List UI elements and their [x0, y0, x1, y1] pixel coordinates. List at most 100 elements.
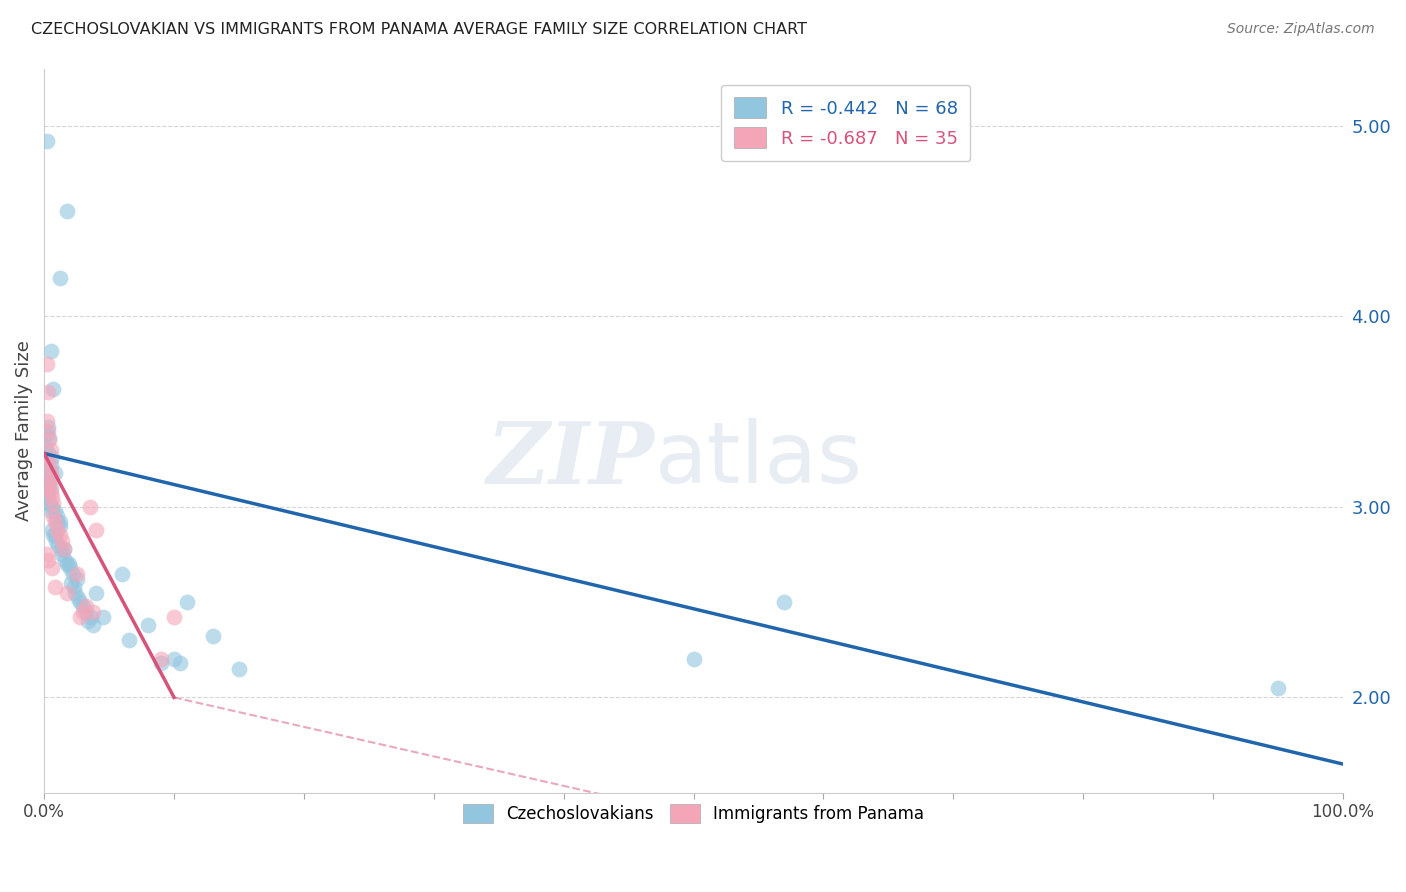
Point [35, 134, 58, 148]
Point [39, 484, 62, 499]
Point [35, 548, 58, 562]
Point [34, 490, 56, 504]
Point [37, 452, 59, 467]
Point [69, 610, 91, 624]
Point [37, 446, 59, 460]
Point [35, 481, 58, 495]
Point [66, 591, 89, 606]
Point [38, 466, 60, 480]
Point [48, 515, 70, 529]
Point [72, 605, 94, 619]
Point [56, 557, 79, 571]
Point [56, 585, 79, 599]
Point [65, 585, 87, 599]
Point [37, 424, 59, 438]
Text: atlas: atlas [655, 418, 862, 501]
Point [111, 566, 134, 581]
Point [37, 490, 59, 504]
Point [46, 509, 69, 524]
Text: CZECHOSLOVAKIAN VS IMMIGRANTS FROM PANAMA AVERAGE FAMILY SIZE CORRELATION CHART: CZECHOSLOVAKIAN VS IMMIGRANTS FROM PANAM… [31, 22, 807, 37]
Point [75, 605, 97, 619]
Point [35, 357, 58, 371]
Point [46, 523, 69, 537]
Point [84, 523, 107, 537]
Point [45, 534, 67, 549]
Point [39, 466, 62, 480]
Point [34, 484, 56, 499]
Point [51, 534, 73, 549]
Point [52, 541, 75, 556]
Point [38, 433, 60, 447]
Point [44, 503, 66, 517]
Point [39, 343, 62, 358]
Point [35, 427, 58, 442]
Point [136, 618, 159, 632]
Point [39, 442, 62, 457]
Point [44, 528, 66, 542]
Point [69, 595, 91, 609]
Point [82, 618, 104, 632]
Point [38, 477, 60, 491]
Point [37, 385, 59, 400]
Point [1267, 681, 1289, 695]
Point [48, 528, 70, 542]
Point [117, 633, 139, 648]
Point [77, 614, 100, 628]
Point [228, 662, 250, 676]
Point [82, 605, 104, 619]
Point [169, 656, 191, 670]
Point [48, 538, 70, 552]
Point [49, 541, 72, 556]
Point [42, 528, 65, 542]
Point [91, 610, 114, 624]
Point [41, 500, 63, 514]
Point [176, 595, 198, 609]
Point [42, 382, 65, 396]
Point [201, 629, 224, 643]
Point [44, 515, 66, 529]
Point [44, 580, 66, 594]
Point [163, 652, 186, 666]
Point [79, 500, 101, 514]
Point [42, 509, 65, 524]
Point [150, 652, 173, 666]
Point [39, 481, 62, 495]
Legend: Czechoslovakians, Immigrants from Panama: Czechoslovakians, Immigrants from Panama [451, 792, 936, 835]
Text: Source: ZipAtlas.com: Source: ZipAtlas.com [1227, 22, 1375, 37]
Point [42, 496, 65, 510]
Point [41, 450, 63, 465]
Point [34, 439, 56, 453]
Point [56, 204, 79, 219]
Point [39, 458, 62, 472]
Point [35, 414, 58, 428]
Point [37, 553, 59, 567]
Point [62, 566, 84, 581]
Point [37, 471, 59, 485]
Point [41, 490, 63, 504]
Point [35, 461, 58, 475]
Y-axis label: Average Family Size: Average Family Size [15, 340, 32, 521]
Point [53, 553, 76, 567]
Point [44, 466, 66, 480]
Point [48, 271, 70, 285]
Point [682, 652, 704, 666]
Point [41, 561, 63, 575]
Point [38, 431, 60, 445]
Point [63, 580, 86, 594]
Point [59, 561, 82, 575]
Point [773, 595, 796, 609]
Point [80, 610, 103, 624]
Point [37, 481, 59, 495]
Point [38, 458, 60, 472]
Point [84, 585, 107, 599]
Point [60, 576, 83, 591]
Point [65, 572, 87, 586]
Point [75, 599, 97, 613]
Point [51, 548, 73, 562]
Text: ZIP: ZIP [486, 417, 655, 501]
Point [39, 503, 62, 517]
Point [163, 610, 186, 624]
Point [65, 566, 87, 581]
Point [150, 656, 173, 670]
Point [41, 523, 63, 537]
